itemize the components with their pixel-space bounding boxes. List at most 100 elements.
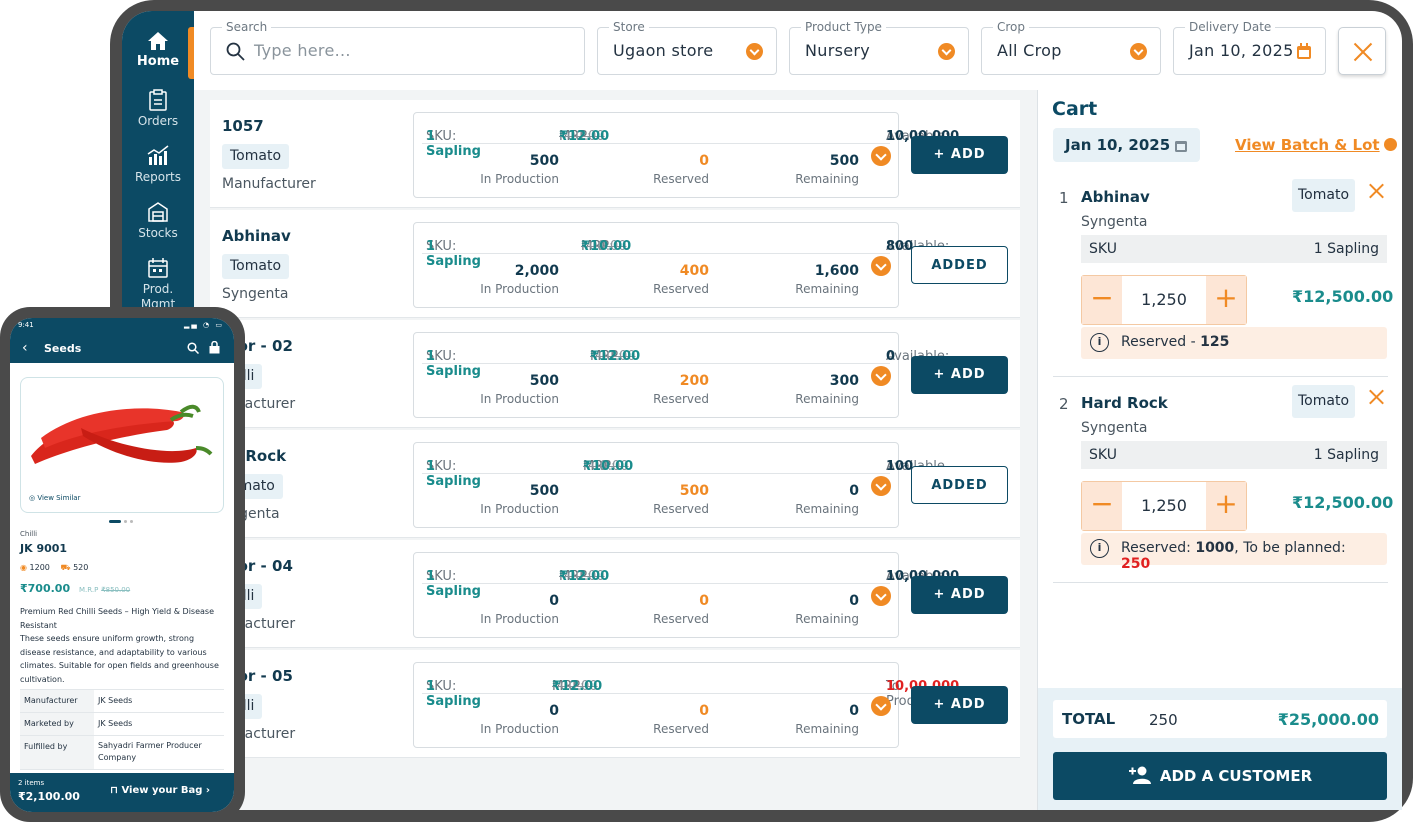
add-user-icon [1128,766,1151,784]
cart-footer: TOTAL 250 ₹25,000.00 ADD A CUSTOMER [1038,688,1402,810]
expand-icon[interactable] [871,366,891,386]
back-icon[interactable]: ‹ [22,340,28,356]
remaining: 0 Remaining [795,593,859,626]
delivery-date-field[interactable]: Delivery Date Jan 10, 2025 [1173,20,1326,75]
add-button[interactable]: + ADD [911,136,1008,174]
view-batch-lot-link[interactable]: View Batch & Lot [1235,136,1397,154]
available-value: 800 [886,239,914,254]
status-icons: ▂▄ ◔ ▭ [184,321,224,329]
in-production: 2,000 In Production [480,263,559,296]
search-icon[interactable] [187,342,199,354]
info-icon: i [1090,539,1109,558]
nav-reports[interactable]: Reports [122,145,194,184]
sku-value: 1 Sapling [426,459,481,489]
add-button[interactable]: + ADD [911,356,1008,394]
total-row: TOTAL 250 ₹25,000.00 [1053,700,1387,738]
plus-icon[interactable]: + [1206,482,1246,530]
search-icon [226,42,245,61]
reserved: 200 Reserved [653,373,709,406]
nav-orders[interactable]: Orders [122,89,194,128]
mrp-old: ₹00.00 [583,459,629,474]
item-number: 2 [1059,395,1069,413]
reports-icon [147,145,169,165]
expand-icon[interactable] [871,696,891,716]
item-amount: ₹12,500.00 [1292,493,1394,512]
cart-title: Cart [1052,98,1098,120]
in-production: 500 In Production [480,373,559,406]
mrp-value: ₹12.00 [590,349,641,364]
plus-icon[interactable]: + [1206,276,1246,324]
product-name: Abhinav [222,227,291,245]
remove-item-icon[interactable] [1368,183,1384,199]
close-button[interactable] [1338,27,1386,75]
sku-value: 1 Sapling [426,129,481,159]
product-name: 1057 [222,117,264,135]
sku-value: 1 Sapling [426,349,481,379]
remaining: 0 Remaining [795,483,859,516]
add-customer-button[interactable]: ADD A CUSTOMER [1053,752,1387,800]
tablet-screen: Home Orders Reports Stocks Prod. Mgmt Se… [122,11,1402,810]
add-button[interactable]: + ADD [911,576,1008,614]
bag-bar[interactable]: 2 items ₹2,100.00 ⊓ View your Bag › [10,773,234,812]
mrp-old: ₹00.00 [590,349,636,364]
product-type-select[interactable]: Product Type Nursery [789,20,969,75]
added-button[interactable]: ADDED [911,466,1008,504]
quantity-input[interactable]: 1,250 [1141,290,1187,309]
expand-icon[interactable] [871,256,891,276]
chevron-right-icon [1383,138,1397,151]
remaining: 500 Remaining [795,153,859,186]
phone-frame: 9:41 ▂▄ ◔ ▭ ‹ Seeds ◎ View Similar Chill… [0,307,245,822]
product-image[interactable]: ◎ View Similar [20,377,224,513]
stocks-icon [148,202,168,222]
calendar-icon [1297,43,1311,59]
nav-prod-mgmt[interactable]: Prod. Mgmt [122,257,194,312]
total-amount: ₹25,000.00 [1277,710,1379,729]
in-production: 500 In Production [480,483,559,516]
added-button[interactable]: ADDED [911,246,1008,284]
quantity-input[interactable]: 1,250 [1141,496,1187,515]
product-row: mor - 04hillinufacturerSKU: 1 SaplingMRP… [210,540,1020,648]
expand-icon[interactable] [871,146,891,166]
search-input[interactable]: Type here... [254,41,351,60]
view-bag-button[interactable]: ⊓ View your Bag › [110,785,211,796]
mrp-value: ₹10.00 [583,459,634,474]
reserved: 500 Reserved [653,483,709,516]
search-field[interactable]: Search Type here... [210,20,585,75]
carousel-dots [109,516,135,523]
view-similar[interactable]: ◎ View Similar [29,494,81,502]
nav-home[interactable]: Home [122,31,194,69]
crop-select[interactable]: Crop All Crop [981,20,1161,75]
minus-icon[interactable]: − [1082,482,1122,530]
orders-icon [149,89,167,111]
available-value: 100 [886,459,914,474]
mrp-old: ₹00.00 [581,239,627,254]
nav-stocks[interactable]: Stocks [122,201,194,240]
remaining: 1,600 Remaining [795,263,859,296]
chevron-down-icon [746,43,763,60]
product-row: mor - 05hillinufacturerSKU: 1 SaplingMRP… [210,650,1020,758]
info-icon: i [1090,333,1109,352]
product-list: 1057 Tomato Manufacturer SKU: 1 Sapling MRP:… [194,90,1037,810]
add-button[interactable]: + ADD [911,686,1008,724]
reserved: 400 Reserved [653,263,709,296]
expand-icon[interactable] [871,476,891,496]
quantity-stepper[interactable]: −1,250 + [1081,275,1247,325]
item-sku-row: SKU 1 Sapling [1081,441,1387,469]
remove-item-icon[interactable] [1368,389,1384,405]
divider [1053,376,1388,377]
cart-date[interactable]: Jan 10, 2025 [1053,128,1200,162]
bag-icon[interactable] [209,341,220,354]
phone-header: 9:41 ▂▄ ◔ ▭ ‹ Seeds [10,318,234,363]
item-name: Hard Rock [1081,394,1168,412]
store-select[interactable]: Store Ugaon store [597,20,777,75]
quantity-stepper[interactable]: −1,250 + [1081,481,1247,531]
mrp-old: ₹00.00 [559,569,605,584]
expand-icon[interactable] [871,586,891,606]
minus-icon[interactable]: − [1082,276,1122,324]
